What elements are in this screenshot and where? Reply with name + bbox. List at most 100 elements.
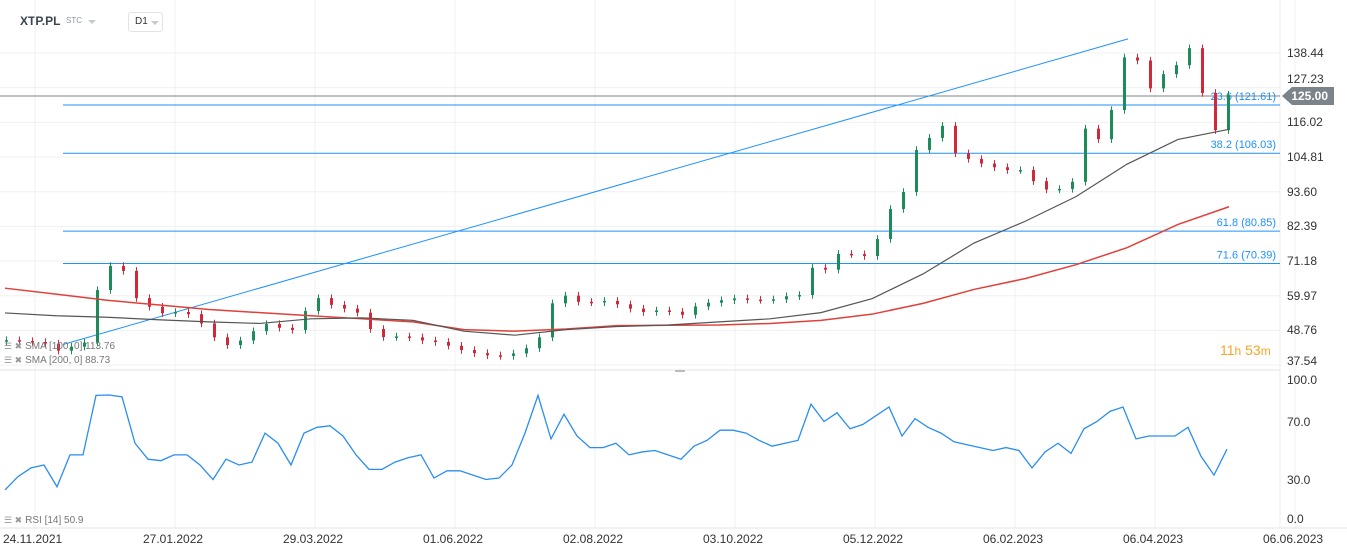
candle-up [96,290,99,343]
candle-up [785,296,788,300]
timeframe-value: D1 [135,16,148,27]
rsi-tick-label: 70.0 [1287,414,1311,429]
candle-up [876,239,879,257]
candle-down [1214,93,1217,131]
settings-icon[interactable]: ☰ ✖ [4,341,23,351]
candle-up [811,267,814,295]
candle-up [525,348,528,354]
legend-sma200[interactable]: ☰ ✖ SMA [200, 0] 88.73 [4,354,110,367]
candle-down [135,270,138,299]
candle-up [1123,57,1126,111]
candle-down [642,308,645,313]
candle-down [486,353,489,356]
candle-down [824,267,827,270]
date-tick-label: 27.01.2022 [143,532,204,546]
candle-down [187,312,190,315]
candle-up [83,342,86,347]
exchange-label[interactable]: STC [66,16,82,25]
candle-up [1058,188,1061,191]
candle-down [980,158,983,164]
candle-up [1084,128,1087,182]
price-tick-label: 138.44 [1287,46,1324,60]
candle-down [460,345,463,351]
candle-down [356,308,359,313]
rsi-line [4,393,1228,491]
grid [0,0,1347,529]
candle-down [629,304,632,309]
settings-icon[interactable]: ☰ ✖ [4,355,23,365]
candle-up [564,295,567,304]
candle-down [1136,57,1139,61]
candle-down [161,306,164,314]
candle-down [746,298,749,300]
fib-label: 61.8 (80.85) [1217,217,1276,229]
candle-down [447,342,450,346]
legend-sma100-text: SMA [100, 0] 113.76 [25,341,116,352]
rsi-panel [4,393,1228,491]
settings-icon[interactable]: ☰ ✖ [4,515,23,525]
candle-up [1019,170,1022,172]
candle-up [70,346,73,351]
candle-up [1175,65,1178,75]
candle-down [590,301,593,304]
candle-down [148,298,151,307]
rsi-tick-label: 30.0 [1287,472,1311,487]
candle-down [993,163,996,168]
candle-up [655,310,658,313]
candle-down [577,295,580,302]
legend-rsi[interactable]: ☰ ✖ RSI [14] 50.9 [4,514,84,527]
timeframe-select[interactable]: D1 [128,12,163,32]
candle-down [681,311,684,315]
symbol-name[interactable]: XTP.PL [20,14,61,28]
fib-label: 23.6 (121.61) [1211,91,1276,103]
candle-up [837,253,840,270]
candles [5,44,1230,360]
price-tick-label: 71.18 [1287,254,1318,269]
candle-down [1006,167,1009,171]
candle-down [44,342,47,344]
price-tick-label: 104.81 [1287,150,1324,165]
candle-down [1097,128,1100,140]
candle-up [941,125,944,138]
sma200-line [4,206,1230,332]
rsi-tick-label: 0.0 [1287,512,1304,526]
candle-down [200,314,203,324]
candle-countdown: 11h 53m [1220,342,1271,358]
date-tick-label: 06.06.2023 [1263,532,1324,546]
price-tick-label: 82.39 [1287,219,1318,234]
candle-down [850,253,853,256]
price-tick-label: 59.97 [1287,288,1318,303]
candle-down [421,337,424,341]
candle-down [863,254,866,257]
candle-down [1201,48,1204,94]
rsi-tick-label: 100.0 [1287,373,1318,387]
candle-up [239,340,242,346]
date-tick-label: 03.10.2022 [703,532,764,546]
candle-up [304,311,307,330]
candle-down [954,125,957,154]
candle-up [5,340,8,342]
candle-up [174,312,177,314]
candle-down [434,340,437,343]
candle-down [382,329,385,338]
candle-down [291,327,294,330]
candle-down [57,343,60,351]
legend-sma100[interactable]: ☰ ✖ SMA [100, 0] 113.76 [4,340,115,353]
candle-down [18,340,21,342]
moving-averages [4,128,1230,336]
candle-up [889,209,892,240]
fib-label: 71.6 (70.39) [1217,249,1276,261]
exchange-dropdown-icon[interactable] [88,20,96,24]
candle-down [330,298,333,305]
candle-up [902,191,905,210]
candle-up [1110,110,1113,140]
candle-up [317,298,320,312]
candle-down [668,310,671,312]
fib-label: 38.2 (106.03) [1211,139,1276,151]
candle-up [915,149,918,192]
candle-down [122,265,125,271]
candle-down [408,336,411,338]
current-price-tag: 125.00 [1282,87,1334,105]
candle-up [538,337,541,349]
